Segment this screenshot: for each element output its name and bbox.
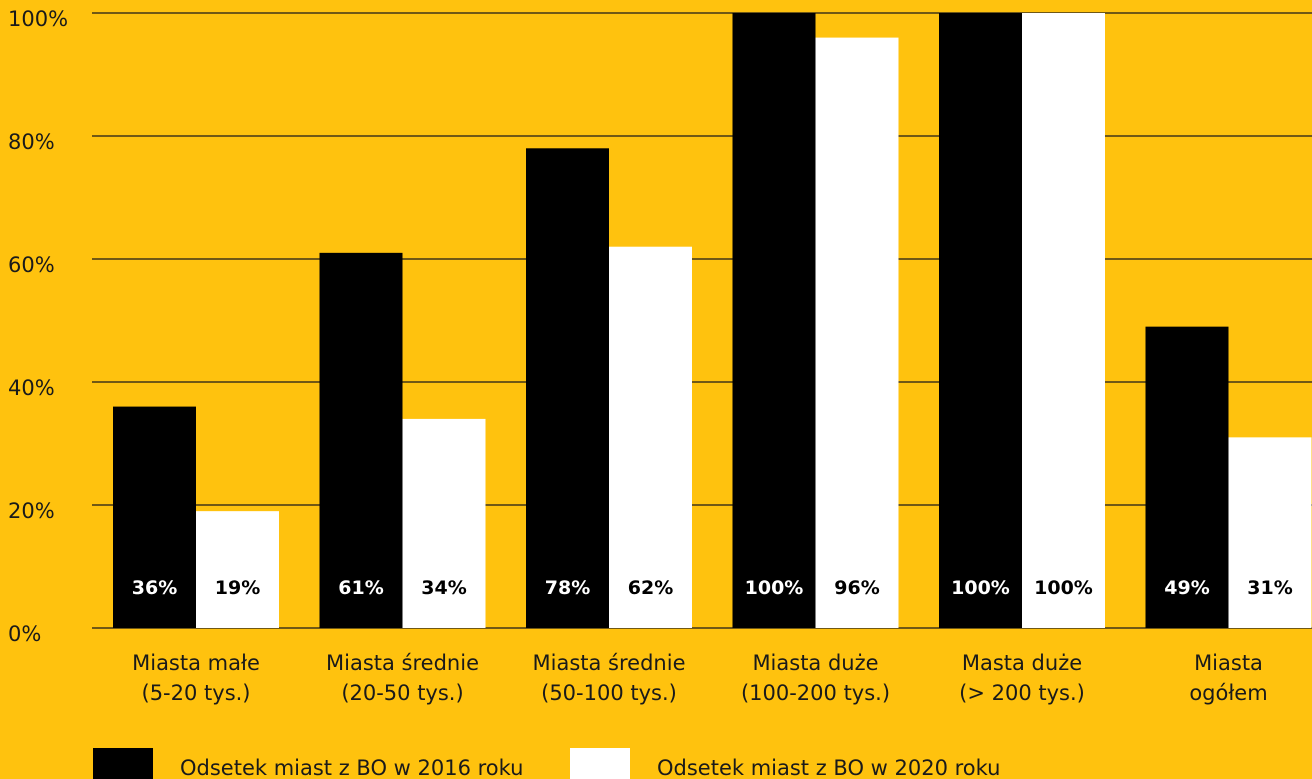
data-label: 100%: [951, 577, 1010, 599]
x-tick-label: (> 200 tys.): [959, 681, 1085, 705]
bar: [609, 246, 692, 628]
data-label: 19%: [215, 577, 260, 599]
bar: [1145, 326, 1229, 628]
data-label: 31%: [1247, 577, 1292, 599]
bar: [196, 511, 279, 628]
legend-swatch: [570, 748, 630, 779]
y-tick-label: 40%: [8, 376, 55, 400]
x-tick-label: Miasta: [1194, 651, 1263, 675]
legend: Odsetek miast z BO w 2016 roku Odsetek mi…: [93, 748, 1000, 779]
x-tick-label: Miasta średnie: [533, 651, 686, 675]
data-label: 100%: [1034, 577, 1093, 599]
legend-swatch: [93, 748, 153, 779]
bar: [526, 148, 609, 629]
bar: [1228, 437, 1312, 628]
data-label: 36%: [132, 577, 177, 599]
bar: [113, 406, 196, 628]
data-label: 49%: [1164, 577, 1209, 599]
data-label: 34%: [421, 577, 466, 599]
data-label: 61%: [338, 577, 383, 599]
x-tick-label: (100-200 tys.): [741, 681, 890, 705]
data-label: 62%: [628, 577, 673, 599]
bar: [402, 418, 486, 628]
x-axis: Miasta małe (5-20 tys.) Miasta średnie (20-…: [132, 651, 1268, 705]
y-axis: 0% 20% 40% 60% 80% 100%: [8, 7, 68, 646]
bar: [319, 252, 403, 628]
bar: [939, 13, 1022, 628]
data-label: 100%: [745, 577, 804, 599]
x-tick-label: (20-50 tys.): [341, 681, 463, 705]
bar: [732, 13, 816, 628]
y-tick-label: 80%: [8, 130, 55, 154]
x-tick-label: Miasta średnie: [326, 651, 479, 675]
x-tick-label: (5-20 tys.): [142, 681, 251, 705]
y-tick-label: 60%: [8, 253, 55, 277]
data-label: 96%: [834, 577, 879, 599]
bars: [113, 13, 1312, 629]
data-label: 78%: [545, 577, 590, 599]
y-tick-label: 20%: [8, 499, 55, 523]
y-tick-label: 0%: [8, 622, 41, 646]
gridlines: [92, 12, 1312, 629]
x-tick-label: Miasta duże: [752, 651, 878, 675]
bar: [1022, 13, 1105, 628]
legend-label: Odsetek miast z BO w 2020 roku: [657, 756, 1000, 779]
bar: [815, 37, 899, 629]
legend-label: Odsetek miast z BO w 2016 roku: [180, 756, 523, 779]
x-tick-label: (50-100 tys.): [541, 681, 677, 705]
y-tick-label: 100%: [8, 7, 68, 31]
data-labels: 36% 19% 61% 34% 78% 62% 100% 96% 100% 100% 49% 31%: [132, 577, 1293, 599]
x-tick-label: Miasta małe: [132, 651, 260, 675]
x-tick-label: Masta duże: [962, 651, 1082, 675]
x-tick-label: ogółem: [1189, 681, 1267, 705]
